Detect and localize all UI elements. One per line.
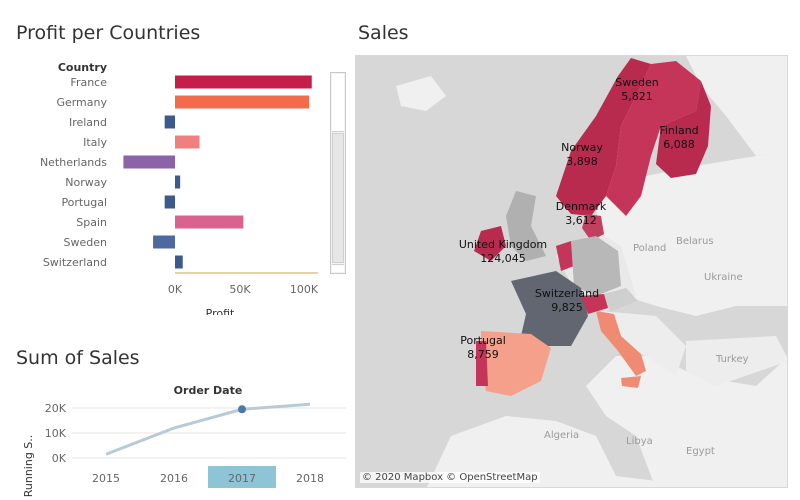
y-axis-label: Running S.. — [22, 435, 35, 498]
profit-chart-title: Profit per Countries — [16, 22, 201, 44]
map-bg-label-algeria: Algeria — [544, 430, 579, 441]
bar-france[interactable] — [175, 75, 312, 89]
map-value-norway: 3,898 — [566, 155, 598, 168]
x-tick-2016: 2016 — [160, 472, 188, 485]
highlighted-point[interactable] — [238, 405, 246, 414]
map-value-denmark: 3,612 — [565, 214, 597, 227]
profit-chart-scrollbar[interactable] — [330, 72, 346, 274]
order-date-header: Order Date — [174, 384, 243, 397]
bar-spain[interactable] — [175, 215, 244, 229]
map-label-norway: Norway — [561, 141, 603, 154]
scroll-up-button[interactable] — [332, 74, 344, 132]
map-value-finland: 6,088 — [663, 138, 695, 151]
landmass-iceland — [396, 76, 446, 111]
sales-map-title: Sales — [358, 22, 409, 44]
region-spain[interactable] — [481, 331, 551, 396]
map-value-switzerland: 9,825 — [551, 301, 583, 314]
category-label-france: France — [70, 76, 107, 89]
map-bg-label-egypt: Egypt — [686, 446, 715, 457]
landmass-north-africa — [426, 416, 787, 487]
region-portugal[interactable] — [476, 341, 488, 386]
category-label-switzerland: Switzerland — [43, 256, 107, 269]
region-denmark[interactable] — [582, 214, 604, 241]
map-label-denmark: Denmark — [556, 200, 607, 213]
bar-sweden[interactable] — [153, 235, 175, 249]
scroll-down-button[interactable] — [332, 264, 344, 272]
region-united-kingdom-gray — [506, 191, 546, 261]
highlighted-year-band[interactable] — [208, 466, 276, 488]
region-finland[interactable] — [656, 81, 711, 178]
y-tick: 20K — [45, 402, 67, 415]
map-bg-label-belarus: Belarus — [676, 236, 714, 247]
map-value-united-kingdom: 124,045 — [480, 252, 526, 265]
category-label-italy: Italy — [83, 136, 107, 149]
region-italy[interactable] — [596, 311, 646, 376]
category-label-netherlands: Netherlands — [40, 156, 107, 169]
category-label-sweden: Sweden — [64, 236, 107, 249]
bar-italy[interactable] — [175, 135, 200, 149]
category-label-norway: Norway — [65, 176, 107, 189]
bar-switzerland[interactable] — [175, 255, 183, 269]
y-tick: 10K — [45, 427, 67, 440]
landmass-italy-balkans — [601, 311, 686, 376]
category-label-portugal: Portugal — [61, 196, 107, 209]
bar-ireland[interactable] — [164, 115, 175, 129]
region-germany[interactable] — [571, 236, 621, 296]
x-axis-label: Profit — [206, 307, 235, 315]
bar-netherlands[interactable] — [123, 155, 175, 169]
region-netherlands[interactable] — [556, 241, 574, 271]
map-value-sweden: 5,821 — [621, 90, 653, 103]
region-france[interactable] — [511, 271, 588, 346]
map-label-portugal: Portugal — [460, 334, 506, 347]
x-tick-2015: 2015 — [92, 472, 120, 485]
y-tick: 0K — [52, 452, 67, 465]
landmass-russia — [686, 56, 787, 156]
sales-map[interactable]: Sweden 5,821 Finland 6,088 Norway 3,898 Denmar… — [355, 55, 788, 488]
x-tick-2017: 2017 — [228, 472, 256, 485]
region-switzerland[interactable] — [581, 294, 608, 314]
region-sicily[interactable] — [621, 376, 641, 388]
x-tick-50k: 50K — [229, 283, 251, 296]
profit-bar-chart[interactable]: Country France Germany Ireland Italy Netherl… — [0, 55, 330, 315]
bar-norway[interactable] — [175, 175, 181, 189]
running-sales-line[interactable] — [105, 402, 311, 456]
region-sweden[interactable] — [606, 61, 701, 216]
map-bg-label-turkey: Turkey — [715, 354, 749, 365]
scroll-thumb[interactable] — [332, 133, 344, 263]
map-bg-label-poland: Poland — [633, 243, 666, 254]
x-tick-100k: 100K — [290, 283, 319, 296]
bar-germany[interactable] — [175, 95, 310, 109]
x-tick-0k: 0K — [168, 283, 183, 296]
region-ireland[interactable] — [474, 226, 506, 261]
map-label-finland: Finland — [659, 124, 698, 137]
map-label-sweden: Sweden — [615, 76, 658, 89]
map-value-portugal: 8,759 — [467, 348, 499, 361]
region-norway[interactable] — [556, 58, 651, 216]
map-attribution: © 2020 Mapbox © OpenStreetMap — [360, 472, 540, 483]
landmass-east — [586, 151, 787, 487]
sum-of-sales-title: Sum of Sales — [16, 347, 140, 369]
map-bg-label-ukraine: Ukraine — [704, 272, 743, 283]
category-label-spain: Spain — [76, 216, 107, 229]
map-bg-label-libya: Libya — [626, 436, 653, 447]
x-tick-2018: 2018 — [296, 472, 324, 485]
bar-portugal[interactable] — [164, 195, 175, 209]
country-column-header: Country — [58, 61, 107, 74]
map-label-switzerland: Switzerland — [535, 287, 599, 300]
map-label-united-kingdom: United Kingdom — [459, 238, 547, 251]
category-label-germany: Germany — [56, 96, 107, 109]
landmass-turkey — [686, 336, 787, 386]
sum-of-sales-chart[interactable]: Order Date Running S.. 2015 2016 2017 2018 … — [10, 378, 350, 498]
category-label-ireland: Ireland — [69, 116, 107, 129]
